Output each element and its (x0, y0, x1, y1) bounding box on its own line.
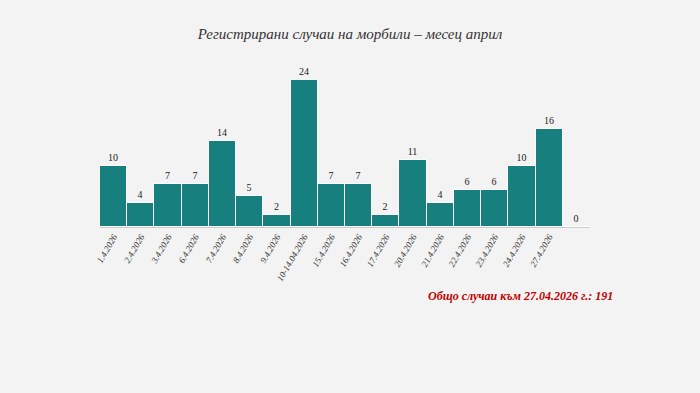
svg-text:6: 6 (465, 176, 470, 187)
svg-text:4: 4 (138, 189, 143, 200)
svg-text:7: 7 (356, 170, 361, 181)
svg-text:20.4.2026: 20.4.2026 (392, 232, 419, 269)
svg-text:23.4.2026: 23.4.2026 (474, 232, 501, 269)
svg-text:7: 7 (193, 170, 198, 181)
svg-text:15.4.2026: 15.4.2026 (310, 232, 337, 269)
svg-text:5: 5 (247, 182, 252, 193)
svg-text:7: 7 (165, 170, 170, 181)
svg-text:27.4.2026: 27.4.2026 (528, 232, 555, 269)
svg-text:24: 24 (299, 66, 309, 77)
svg-text:8.4.2026: 8.4.2026 (231, 232, 256, 265)
svg-text:Общо случаи към 27.04.2026 г.:: Общо случаи към 27.04.2026 г.: 191 (428, 289, 613, 303)
svg-text:16: 16 (544, 115, 554, 126)
svg-text:11: 11 (408, 146, 418, 157)
svg-text:2: 2 (274, 201, 279, 212)
svg-text:7.4.2026: 7.4.2026 (204, 232, 229, 265)
svg-text:0: 0 (574, 213, 579, 224)
svg-text:2: 2 (383, 201, 388, 212)
svg-text:10-14.04.2026: 10-14.04.2026 (275, 232, 310, 283)
svg-text:7: 7 (329, 170, 334, 181)
svg-text:14: 14 (217, 127, 227, 138)
svg-text:21.4.2026: 21.4.2026 (419, 232, 446, 269)
svg-text:Регистрирани случаи на морбили: Регистрирани случаи на морбили – месец а… (197, 26, 503, 42)
svg-text:1.4.2026: 1.4.2026 (95, 232, 120, 265)
svg-text:22.4.2026: 22.4.2026 (446, 232, 473, 269)
svg-text:2.4.2026: 2.4.2026 (122, 232, 147, 265)
svg-text:24.4.2026: 24.4.2026 (501, 232, 528, 269)
svg-text:9.4.2026: 9.4.2026 (258, 232, 283, 265)
svg-text:3.4.2026: 3.4.2026 (149, 232, 174, 266)
svg-text:10: 10 (108, 152, 118, 163)
svg-text:10: 10 (517, 152, 527, 163)
svg-text:16.4.2026: 16.4.2026 (338, 232, 365, 269)
svg-text:17.4.2026: 17.4.2026 (365, 232, 392, 269)
svg-text:4: 4 (438, 189, 443, 200)
svg-text:6.4.2026: 6.4.2026 (176, 232, 201, 265)
svg-text:6: 6 (492, 176, 497, 187)
